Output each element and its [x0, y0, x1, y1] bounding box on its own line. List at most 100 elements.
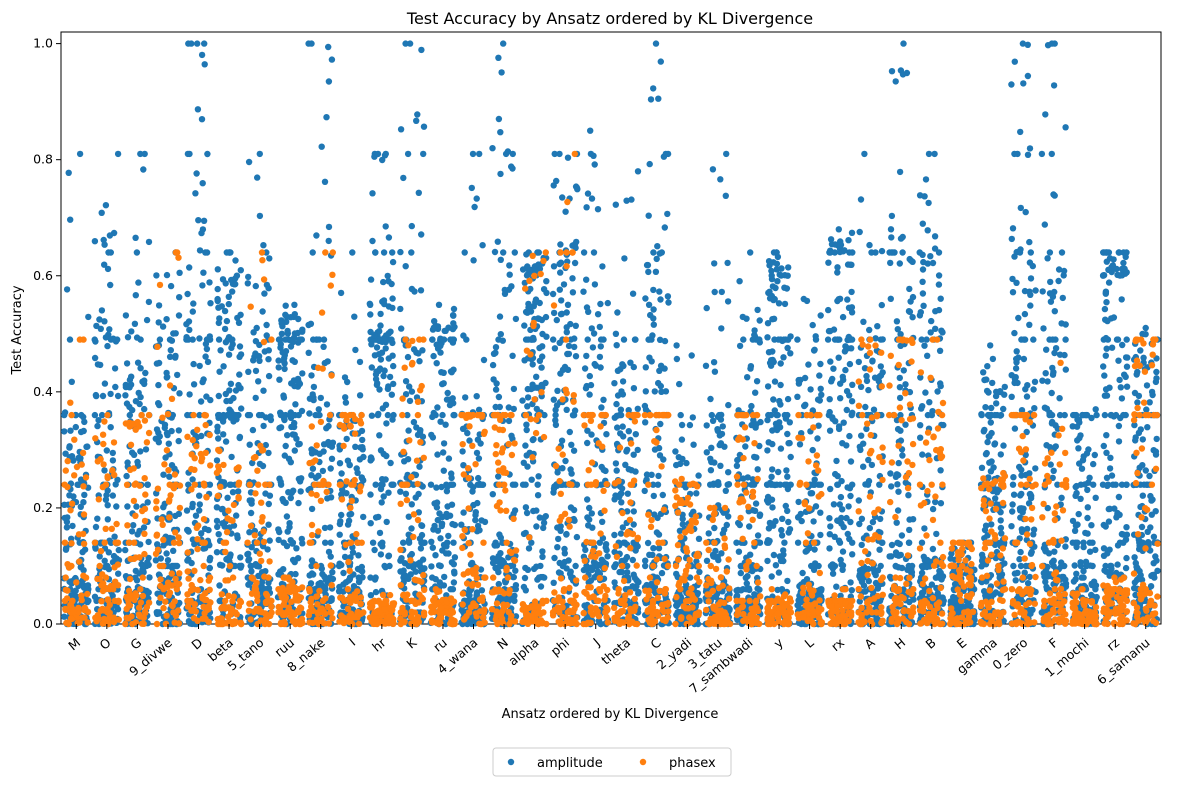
amplitude-point	[766, 519, 774, 527]
amplitude-point	[92, 338, 99, 345]
amplitude-point	[329, 569, 336, 576]
amplitude-point	[207, 554, 214, 562]
amplitude-point	[183, 507, 191, 514]
amplitude-point	[501, 290, 509, 297]
amplitude-point	[133, 503, 140, 510]
amplitude-point	[837, 493, 845, 501]
amplitude-point	[65, 169, 72, 176]
amplitude-point	[795, 602, 802, 609]
amplitude-point	[389, 304, 396, 312]
amplitude-point	[982, 451, 990, 458]
amplitude-point	[377, 447, 385, 454]
amplitude-point	[263, 281, 271, 289]
amplitude-point	[827, 358, 834, 365]
amplitude-point	[612, 460, 620, 467]
amplitude-point	[613, 467, 620, 474]
amplitude-point	[737, 569, 744, 577]
amplitude-point	[650, 321, 657, 328]
amplitude-point	[982, 522, 990, 529]
amplitude-point	[260, 387, 267, 394]
amplitude-point	[840, 523, 847, 531]
amplitude-point	[143, 316, 151, 324]
amplitude-point	[817, 360, 824, 368]
amplitude-point	[196, 492, 203, 499]
amplitude-point	[336, 460, 344, 467]
amplitude-point	[560, 281, 568, 288]
amplitude-point	[929, 545, 937, 553]
amplitude-point	[380, 493, 387, 500]
amplitude-point	[385, 234, 393, 241]
plot-area-frame	[60, 31, 1162, 625]
amplitude-point	[778, 555, 785, 562]
amplitude-point	[495, 580, 502, 588]
amplitude-point	[808, 481, 816, 488]
amplitude-point	[323, 401, 331, 408]
amplitude-point	[751, 327, 758, 334]
amplitude-point	[554, 544, 561, 551]
amplitude-point	[382, 401, 390, 408]
amplitude-point	[892, 78, 899, 85]
amplitude-point	[276, 336, 283, 343]
amplitude-point	[719, 423, 726, 430]
amplitude-point	[325, 237, 332, 245]
amplitude-point	[753, 378, 761, 385]
amplitude-point	[879, 369, 886, 376]
amplitude-point	[653, 255, 660, 263]
amplitude-point	[443, 396, 451, 403]
amplitude-point	[651, 511, 658, 518]
amplitude-point	[887, 470, 894, 477]
amplitude-point	[114, 392, 122, 400]
amplitude-point	[385, 489, 392, 496]
amplitude-point	[128, 328, 135, 335]
amplitude-point	[1015, 314, 1022, 322]
amplitude-point	[287, 343, 295, 350]
amplitude-point	[192, 512, 200, 519]
amplitude-point	[740, 336, 747, 343]
amplitude-point	[137, 448, 144, 455]
amplitude-point	[367, 311, 374, 318]
amplitude-point	[858, 541, 865, 549]
amplitude-point	[894, 326, 901, 333]
amplitude-point	[992, 495, 999, 502]
amplitude-point	[887, 226, 895, 233]
amplitude-point	[645, 212, 652, 219]
amplitude-point	[797, 376, 804, 384]
amplitude-point	[512, 567, 519, 574]
amplitude-point	[419, 483, 426, 490]
amplitude-point	[201, 40, 208, 47]
amplitude-point	[785, 440, 792, 447]
amplitude-point	[604, 553, 611, 560]
amplitude-point	[309, 249, 316, 256]
amplitude-point	[126, 376, 134, 384]
amplitude-point	[783, 467, 790, 474]
amplitude-point	[201, 61, 208, 68]
amplitude-point	[328, 56, 336, 63]
amplitude-point	[368, 341, 375, 348]
amplitude-point	[659, 491, 666, 499]
amplitude-point	[642, 295, 649, 302]
amplitude-point	[356, 392, 364, 399]
amplitude-point	[367, 491, 374, 498]
amplitude-point	[987, 419, 994, 426]
amplitude-point	[773, 266, 780, 273]
amplitude-point	[906, 255, 913, 263]
amplitude-point	[445, 455, 453, 462]
amplitude-point	[451, 521, 459, 529]
amplitude-point	[60, 428, 68, 435]
amplitude-point	[228, 453, 235, 461]
amplitude-point	[772, 284, 779, 292]
amplitude-point	[459, 448, 466, 455]
amplitude-point	[110, 336, 117, 343]
amplitude-point	[1030, 531, 1037, 538]
amplitude-point	[751, 453, 758, 461]
amplitude-point	[432, 576, 439, 583]
amplitude-point	[769, 504, 776, 511]
amplitude-point	[62, 546, 70, 553]
amplitude-point	[838, 477, 845, 485]
amplitude-point	[259, 308, 266, 315]
amplitude-point	[495, 393, 503, 401]
amplitude-point	[291, 447, 298, 454]
amplitude-point	[325, 223, 333, 231]
amplitude-point	[417, 563, 424, 570]
amplitude-point	[835, 354, 842, 361]
